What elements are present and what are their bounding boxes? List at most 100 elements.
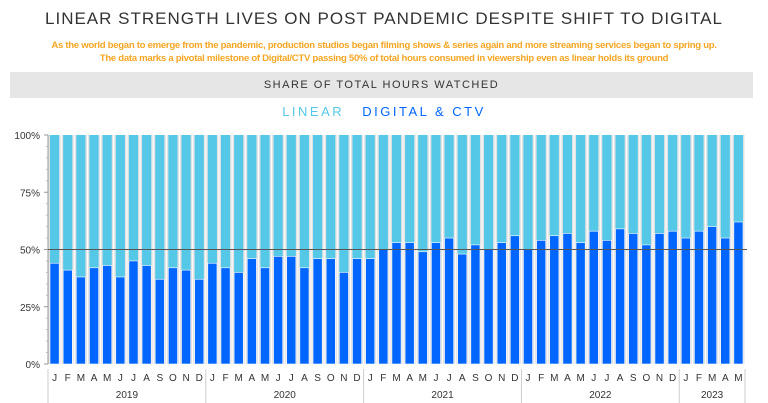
bar-digital xyxy=(378,249,389,365)
bar-digital xyxy=(680,237,691,365)
x-tick-label: D xyxy=(511,373,518,384)
bar-digital xyxy=(246,258,257,365)
bar-digital xyxy=(391,242,402,365)
bar-digital xyxy=(260,267,270,365)
bar-linear xyxy=(50,135,60,264)
bar-digital xyxy=(549,235,560,365)
bar-digital xyxy=(707,226,717,365)
x-tick-label: M xyxy=(103,373,111,384)
bar-digital xyxy=(417,251,428,365)
x-tick-label: O xyxy=(642,373,650,384)
y-tick-label: 75% xyxy=(20,188,40,199)
bar-digital xyxy=(49,262,60,365)
bar-digital xyxy=(168,267,178,365)
bar-digital xyxy=(457,253,468,365)
year-label: 2019 xyxy=(116,390,139,401)
bar-digital xyxy=(76,276,86,365)
bar-linear xyxy=(589,135,599,232)
bar-digital xyxy=(509,235,520,365)
bar-digital xyxy=(220,267,231,365)
x-tick-label: S xyxy=(156,373,163,384)
x-tick-label: F xyxy=(538,373,544,384)
bar-digital xyxy=(444,237,454,365)
bar-linear xyxy=(365,135,375,259)
bar-digital xyxy=(562,233,573,365)
x-tick-label: M xyxy=(419,373,427,384)
bar-digital xyxy=(141,265,152,365)
bar-linear xyxy=(181,135,191,271)
bar-linear xyxy=(115,135,125,277)
bar-linear xyxy=(628,135,638,234)
legend-digital: DIGITAL & CTV xyxy=(362,104,486,119)
bar-digital xyxy=(523,249,533,365)
x-tick-label: N xyxy=(498,373,505,384)
bar-linear xyxy=(720,135,730,239)
x-tick-label: F xyxy=(65,373,71,384)
x-tick-label: S xyxy=(472,373,479,384)
x-tick-label: J xyxy=(368,373,373,384)
bar-linear xyxy=(273,135,283,257)
bar-linear xyxy=(418,135,428,252)
bar-digital xyxy=(733,221,744,365)
bar-linear xyxy=(668,135,678,232)
x-tick-label: A xyxy=(564,373,571,384)
bar-linear xyxy=(260,135,270,268)
bar-linear xyxy=(405,135,415,243)
bar-linear xyxy=(562,135,573,234)
x-tick-label: A xyxy=(459,373,466,384)
bar-linear xyxy=(299,135,310,268)
x-tick-label: A xyxy=(249,373,256,384)
bar-digital xyxy=(615,228,625,365)
legend-linear: LINEAR xyxy=(282,104,345,119)
year-label: 2020 xyxy=(274,390,297,401)
bar-linear xyxy=(326,135,336,259)
bar-linear xyxy=(707,135,717,227)
legend: LINEAR DIGITAL & CTV xyxy=(0,104,768,119)
bar-digital xyxy=(62,269,73,365)
x-tick-label: M xyxy=(235,373,243,384)
bar-linear xyxy=(168,135,178,268)
bar-linear xyxy=(234,135,244,273)
bar-digital xyxy=(128,260,139,365)
bar-digital xyxy=(575,242,586,365)
x-tick-label: D xyxy=(669,373,676,384)
bar-linear xyxy=(352,135,362,259)
bar-linear xyxy=(523,135,533,250)
bar-linear xyxy=(615,135,625,229)
bar-digital xyxy=(154,278,165,365)
bar-linear xyxy=(76,135,86,277)
bar-linear xyxy=(89,135,99,268)
bar-digital xyxy=(325,258,336,365)
bar-linear xyxy=(444,135,454,239)
x-tick-label: O xyxy=(169,373,177,384)
bar-digital xyxy=(207,262,218,365)
x-tick-label: J xyxy=(276,373,281,384)
bar-digital xyxy=(720,237,731,365)
x-tick-label: A xyxy=(143,373,150,384)
bar-digital xyxy=(628,233,639,365)
x-tick-label: M xyxy=(392,373,400,384)
bar-digital xyxy=(654,233,665,365)
bar-linear xyxy=(654,135,665,234)
x-tick-label: M xyxy=(708,373,716,384)
subtitle-line-1: As the world began to emerge from the pa… xyxy=(51,40,717,51)
x-tick-label: A xyxy=(722,373,729,384)
bar-linear xyxy=(378,135,388,250)
bar-digital xyxy=(365,258,376,365)
x-tick-label: O xyxy=(485,373,493,384)
x-tick-label: D xyxy=(353,373,360,384)
bar-linear xyxy=(194,135,204,280)
bar-digital xyxy=(483,249,494,365)
bar-linear xyxy=(497,135,507,243)
x-tick-label: F xyxy=(222,373,228,384)
x-tick-label: O xyxy=(327,373,335,384)
bar-linear xyxy=(102,135,112,266)
bar-digital xyxy=(299,267,310,365)
bar-linear xyxy=(483,135,494,250)
x-tick-label: N xyxy=(656,373,663,384)
x-tick-label: S xyxy=(630,373,637,384)
bar-digital xyxy=(470,244,481,365)
bar-digital xyxy=(536,240,547,365)
x-tick-label: J xyxy=(210,373,215,384)
bar-linear xyxy=(733,135,743,223)
